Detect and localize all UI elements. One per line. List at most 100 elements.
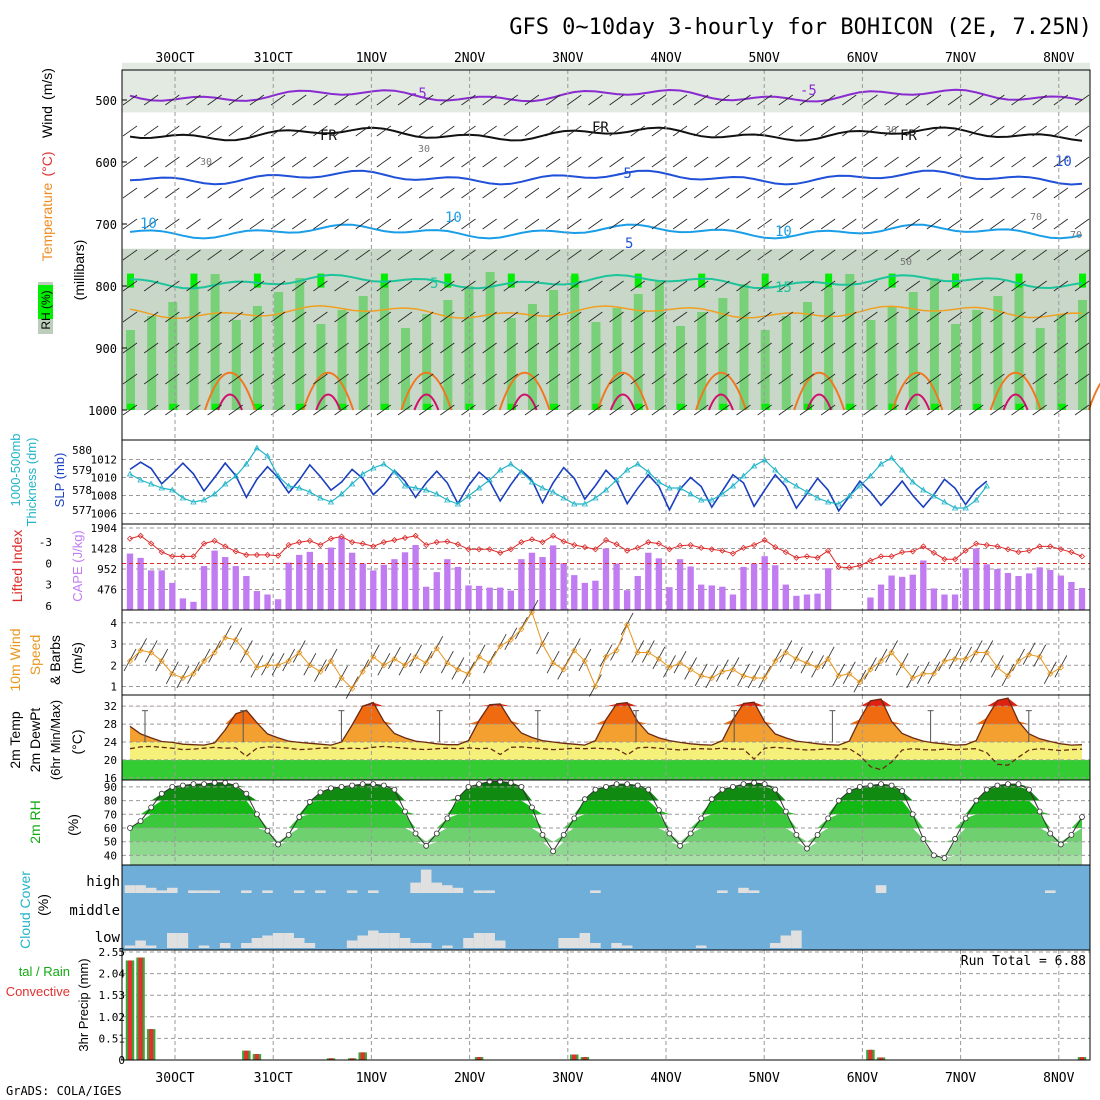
cloud-bar-low (611, 943, 622, 948)
thickness-point (983, 482, 990, 489)
wind-speed-point (401, 662, 409, 669)
wind-barb (799, 311, 815, 323)
wind-barb (292, 373, 307, 385)
wind-speed-point (941, 657, 948, 665)
cape-bar (147, 570, 155, 610)
wind-tick: 3 (110, 638, 117, 651)
wind-barb (990, 280, 1005, 292)
thickness-point (898, 466, 906, 473)
wind-barb (334, 342, 349, 354)
wind-barb (165, 94, 180, 106)
wind-barb (842, 404, 857, 416)
thickness-point (475, 484, 483, 491)
rh-point (529, 804, 535, 811)
surface-temperature-contour (400, 371, 453, 411)
wind-speed-point (560, 666, 567, 673)
rh-plume (697, 312, 707, 410)
cape-bar (433, 572, 440, 610)
rh-point (687, 830, 694, 837)
thickness-point (370, 464, 377, 471)
wind-barb (863, 187, 878, 199)
thickness-point (359, 470, 366, 477)
thickness-tick: 577 (72, 504, 92, 517)
lifted-index-point (888, 553, 895, 560)
wind-speed-point (317, 668, 324, 675)
wind-barb (778, 373, 794, 385)
footer-credit: GrADS: COLA/IGES (6, 1084, 122, 1098)
wind-barb (418, 342, 434, 354)
wind-barb (143, 125, 159, 137)
wind-barb (1011, 125, 1026, 137)
wind-barb (672, 342, 688, 354)
wind-barb (334, 249, 349, 261)
cloud-bar-high (590, 890, 601, 893)
wind-barb (715, 94, 730, 106)
cape-bar (560, 563, 567, 610)
cape-bar (824, 568, 832, 610)
thickness-point (412, 484, 419, 491)
rh-point (983, 786, 990, 793)
cloud-bar-high (198, 890, 210, 893)
wind-barb (482, 311, 497, 323)
cloud-bar-high (1044, 890, 1056, 893)
wind-barb (651, 342, 667, 354)
lifted-index-point (698, 544, 705, 551)
contour-label: FR (320, 128, 337, 144)
rh-point (285, 831, 292, 838)
wind-barb (609, 218, 624, 230)
wind-barb (663, 655, 676, 678)
lifted-index-point (211, 537, 218, 544)
wind-barb (736, 404, 751, 416)
wind-barb (672, 249, 688, 261)
wind-barb (947, 187, 963, 199)
temperature-label: Temperature (39, 182, 55, 261)
temperature-contour (129, 273, 1083, 290)
cape-bar (327, 547, 335, 610)
cape-bar (581, 582, 589, 610)
contour-label: FR (900, 128, 917, 144)
bottom-date-label: 3NOV (552, 1071, 583, 1086)
wind-barb (672, 218, 688, 230)
lifted-index-point (200, 540, 208, 547)
wind-barb (228, 342, 244, 354)
rh-point (455, 794, 461, 801)
wind-barb (820, 342, 836, 354)
rh-cell (846, 403, 855, 416)
cape-tick: 1428 (91, 543, 118, 556)
wind-barb (588, 342, 603, 354)
lifted-index-point (899, 549, 906, 556)
thickness-point (126, 470, 134, 477)
lifted-index-point (190, 553, 197, 560)
rh-point (878, 781, 884, 788)
wind-barb (143, 404, 159, 416)
lifted-index-point (856, 562, 863, 569)
thickness-point (243, 460, 250, 467)
wind-barb (165, 342, 180, 354)
wind-speed-point (126, 657, 134, 665)
wind-barb (715, 125, 730, 137)
cloud-bar-low (378, 933, 390, 948)
rh-point (920, 836, 927, 842)
rh-cell (211, 403, 220, 416)
wind-barb (567, 94, 582, 106)
thickness-point (433, 490, 440, 497)
cloud-bar-low (272, 933, 284, 948)
wind-tick: 1 (110, 681, 117, 694)
cape-bar (401, 552, 409, 610)
wind-barb (778, 342, 794, 354)
wind-barb (1011, 249, 1026, 261)
wind-barb (1074, 218, 1090, 230)
wind-speed-point (550, 660, 557, 667)
wind-barb (736, 218, 751, 230)
wind-speed-point (666, 664, 673, 671)
wind-barb (651, 280, 667, 292)
rh-legend-swatch (38, 285, 53, 319)
wind-barb (249, 249, 265, 261)
rh-point (328, 785, 334, 792)
rh-point (952, 836, 958, 842)
wind-speed-point (655, 655, 662, 662)
thickness-point (338, 490, 345, 497)
cloud-bar-high (135, 885, 146, 893)
wind-barb (524, 404, 540, 416)
